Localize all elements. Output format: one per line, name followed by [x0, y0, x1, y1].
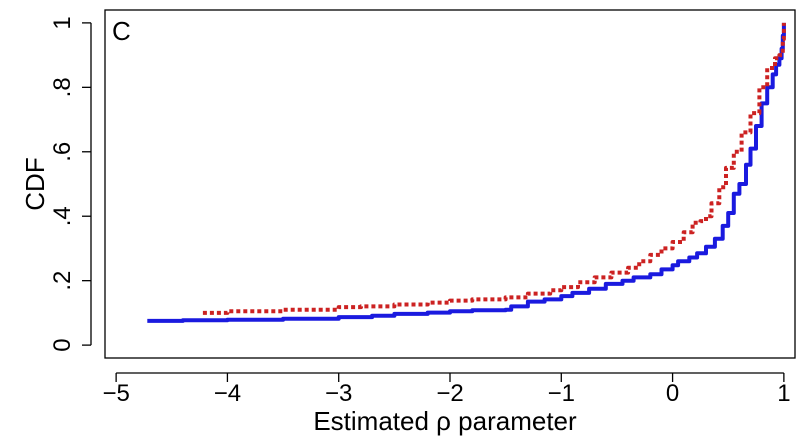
y-tick-label: 1 — [49, 16, 76, 29]
series-layer — [147, 22, 786, 323]
series-line-1 — [147, 22, 786, 323]
plot-frame — [104, 9, 796, 359]
x-tick-label: −4 — [214, 380, 241, 407]
x-tick-label: −1 — [548, 380, 575, 407]
panel-label: C — [112, 16, 131, 46]
y-axis: 0 .2 .4 .6 .8 1 — [49, 16, 92, 352]
x-tick-label: −2 — [436, 380, 463, 407]
y-tick-label: .6 — [49, 142, 76, 162]
x-axis: −5 −4 −3 −2 −1 0 1 — [102, 372, 791, 407]
y-tick-label: 0 — [49, 338, 76, 351]
y-tick-label: .8 — [49, 77, 76, 97]
x-tick-label: 0 — [666, 380, 679, 407]
y-tick-label: .4 — [49, 206, 76, 226]
x-axis-label: Estimated ρ parameter — [313, 406, 577, 436]
series-line-2 — [202, 22, 786, 315]
y-tick-label: .2 — [49, 271, 76, 291]
x-tick-label: 1 — [777, 380, 790, 407]
x-tick-label: −3 — [325, 380, 352, 407]
x-tick-label: −5 — [102, 380, 129, 407]
y-axis-label: CDF — [20, 157, 50, 210]
